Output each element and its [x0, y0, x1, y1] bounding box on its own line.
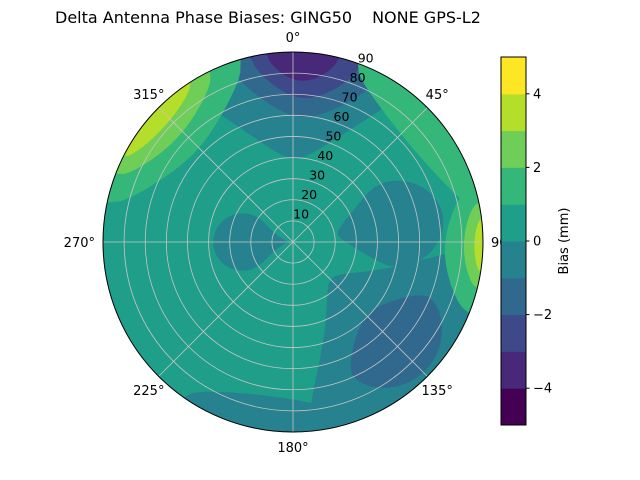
colorbar-tick-label: 4 [533, 87, 541, 102]
azimuth-labels: 0°45°90°135°180°225°270°315° [64, 31, 514, 456]
grid-spoke [292, 107, 428, 243]
colorbar-tick-label: 0 [533, 235, 541, 250]
contour-region [358, 63, 481, 209]
azimuth-label: 270° [64, 236, 95, 251]
colorbar-band [501, 277, 526, 316]
colorbar-band [501, 351, 526, 389]
radial-tick-label: 70 [342, 90, 358, 105]
polar-grid [102, 51, 484, 433]
colorbar-axis-label: Bias (mm) [557, 208, 572, 275]
radial-tick-label: 50 [325, 129, 341, 144]
azimuth-label: 315° [133, 88, 164, 103]
colorbar: −4 −2 0 2 4 Bias (mm) [500, 56, 572, 426]
radial-tick-label: 80 [350, 70, 366, 85]
colorbar-band [501, 241, 526, 279]
radial-tick-labels: 10 20 30 40 50 60 70 80 90 [293, 51, 374, 222]
colorbar-band [501, 57, 526, 95]
radial-tick-label: 30 [309, 168, 325, 183]
radial-tick-label: 40 [317, 148, 333, 163]
radial-tick-label: 10 [293, 207, 309, 222]
colorbar-band [501, 314, 526, 352]
grid-spoke [158, 107, 294, 243]
azimuth-label: 45° [426, 88, 449, 103]
figure-title: Delta Antenna Phase Biases: GING50 NONE … [55, 8, 481, 27]
radial-tick-label: 60 [334, 109, 350, 124]
azimuth-label: 225° [133, 384, 164, 399]
colorbar-band [501, 93, 526, 132]
colorbar-band [501, 388, 526, 426]
colorbar-band [501, 167, 526, 205]
contour-region [474, 218, 483, 272]
azimuth-label: 180° [277, 441, 308, 456]
colorbar-band [501, 130, 526, 168]
radial-tick-label: 20 [301, 187, 317, 202]
title-main: Delta Antenna Phase Biases: GING50 [55, 8, 353, 27]
colorbar-tick-label: −2 [533, 308, 552, 323]
grid-spoke [158, 241, 294, 377]
colorbar-tick-label: 2 [533, 161, 541, 176]
azimuth-label: 0° [286, 31, 301, 46]
contour-region [337, 180, 444, 267]
colorbar-tick-label: −4 [533, 382, 552, 397]
contour-region [123, 82, 190, 156]
colorbar-band [501, 204, 526, 242]
polar-spine [102, 51, 484, 433]
title-right: NONE GPS-L2 [372, 8, 481, 27]
contour-region [184, 391, 358, 432]
azimuth-label: 135° [422, 384, 453, 399]
radial-tick-label: 90 [358, 51, 374, 66]
grid-spoke [292, 241, 428, 377]
